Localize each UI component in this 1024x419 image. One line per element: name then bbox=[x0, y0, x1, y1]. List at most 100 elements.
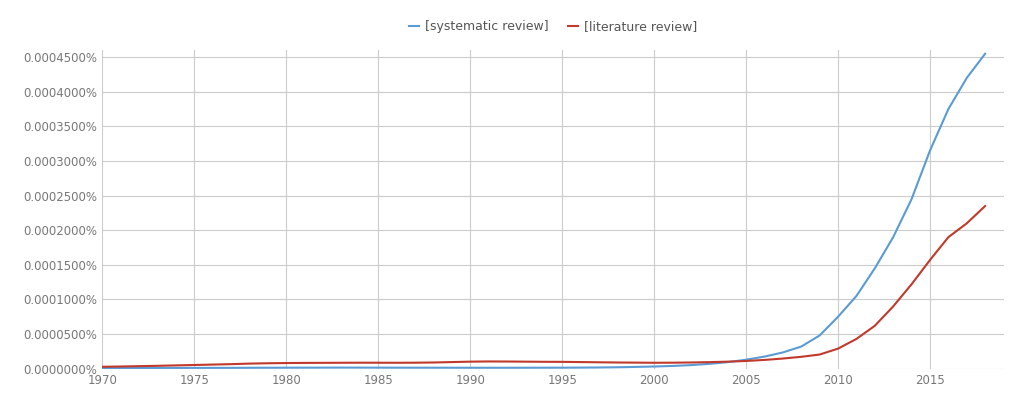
[systematic review] bbox=[225, 365, 238, 370]
Line: [systematic review]: [systematic review] bbox=[102, 54, 985, 368]
[literature review] bbox=[335, 360, 347, 365]
[literature review] bbox=[133, 364, 145, 369]
[literature review] bbox=[685, 360, 697, 365]
[systematic review] bbox=[887, 235, 899, 240]
[systematic review] bbox=[115, 365, 127, 370]
[literature review] bbox=[170, 363, 182, 368]
[systematic review] bbox=[574, 365, 587, 370]
[literature review] bbox=[115, 364, 127, 369]
[literature review] bbox=[519, 359, 531, 364]
[systematic review] bbox=[299, 365, 311, 370]
[literature review] bbox=[353, 360, 366, 365]
[systematic review] bbox=[188, 365, 201, 370]
[systematic review] bbox=[611, 365, 624, 370]
Legend: [systematic review], [literature review]: [systematic review], [literature review] bbox=[403, 15, 702, 38]
[systematic review] bbox=[905, 197, 918, 202]
[systematic review] bbox=[281, 365, 293, 370]
[systematic review] bbox=[961, 75, 973, 80]
[literature review] bbox=[390, 360, 402, 365]
[systematic review] bbox=[152, 365, 164, 370]
[literature review] bbox=[979, 204, 991, 209]
[systematic review] bbox=[924, 148, 936, 153]
[literature review] bbox=[611, 360, 624, 365]
[literature review] bbox=[776, 356, 788, 361]
[literature review] bbox=[152, 363, 164, 368]
[systematic review] bbox=[831, 314, 844, 319]
[systematic review] bbox=[244, 365, 256, 370]
[literature review] bbox=[942, 235, 954, 240]
[systematic review] bbox=[795, 344, 807, 349]
[literature review] bbox=[961, 221, 973, 226]
[systematic review] bbox=[335, 365, 347, 370]
[literature review] bbox=[868, 323, 881, 328]
[literature review] bbox=[703, 360, 716, 365]
[literature review] bbox=[96, 364, 109, 369]
[systematic review] bbox=[317, 365, 330, 370]
[systematic review] bbox=[464, 365, 476, 370]
[systematic review] bbox=[759, 354, 771, 359]
[systematic review] bbox=[850, 294, 862, 299]
[literature review] bbox=[464, 359, 476, 364]
[literature review] bbox=[372, 360, 384, 365]
[literature review] bbox=[262, 361, 274, 366]
[literature review] bbox=[538, 359, 550, 364]
[literature review] bbox=[795, 354, 807, 360]
[literature review] bbox=[427, 360, 439, 365]
[systematic review] bbox=[372, 365, 384, 370]
[systematic review] bbox=[519, 365, 531, 370]
[literature review] bbox=[244, 361, 256, 366]
[systematic review] bbox=[538, 365, 550, 370]
[systematic review] bbox=[942, 106, 954, 111]
[systematic review] bbox=[262, 365, 274, 370]
[systematic review] bbox=[685, 362, 697, 367]
[systematic review] bbox=[593, 365, 605, 370]
[systematic review] bbox=[556, 365, 568, 370]
[systematic review] bbox=[96, 365, 109, 370]
[literature review] bbox=[482, 359, 495, 364]
[literature review] bbox=[501, 359, 513, 364]
[systematic review] bbox=[427, 365, 439, 370]
[literature review] bbox=[574, 360, 587, 365]
Line: [literature review]: [literature review] bbox=[102, 206, 985, 367]
[literature review] bbox=[317, 360, 330, 365]
[literature review] bbox=[740, 358, 753, 363]
[systematic review] bbox=[979, 51, 991, 56]
[literature review] bbox=[556, 360, 568, 365]
[systematic review] bbox=[353, 365, 366, 370]
[systematic review] bbox=[630, 365, 642, 370]
[literature review] bbox=[667, 360, 679, 365]
[systematic review] bbox=[409, 365, 421, 370]
[systematic review] bbox=[207, 365, 219, 370]
[literature review] bbox=[445, 360, 458, 365]
[systematic review] bbox=[740, 357, 753, 362]
[literature review] bbox=[207, 362, 219, 367]
[literature review] bbox=[409, 360, 421, 365]
[literature review] bbox=[593, 360, 605, 365]
[systematic review] bbox=[813, 333, 825, 338]
[systematic review] bbox=[868, 266, 881, 271]
[systematic review] bbox=[667, 363, 679, 368]
[literature review] bbox=[831, 346, 844, 351]
[systematic review] bbox=[482, 365, 495, 370]
[systematic review] bbox=[445, 365, 458, 370]
[literature review] bbox=[813, 352, 825, 357]
[literature review] bbox=[188, 362, 201, 367]
[literature review] bbox=[225, 362, 238, 367]
[literature review] bbox=[850, 336, 862, 341]
[literature review] bbox=[630, 360, 642, 365]
[literature review] bbox=[299, 360, 311, 365]
[systematic review] bbox=[133, 365, 145, 370]
[literature review] bbox=[759, 357, 771, 362]
[systematic review] bbox=[722, 360, 734, 365]
[systematic review] bbox=[501, 365, 513, 370]
[literature review] bbox=[722, 359, 734, 364]
[literature review] bbox=[281, 360, 293, 365]
[literature review] bbox=[905, 282, 918, 287]
[literature review] bbox=[887, 304, 899, 309]
[systematic review] bbox=[390, 365, 402, 370]
[systematic review] bbox=[703, 361, 716, 366]
[literature review] bbox=[648, 360, 660, 365]
[literature review] bbox=[924, 258, 936, 263]
[systematic review] bbox=[648, 364, 660, 369]
[systematic review] bbox=[776, 350, 788, 355]
